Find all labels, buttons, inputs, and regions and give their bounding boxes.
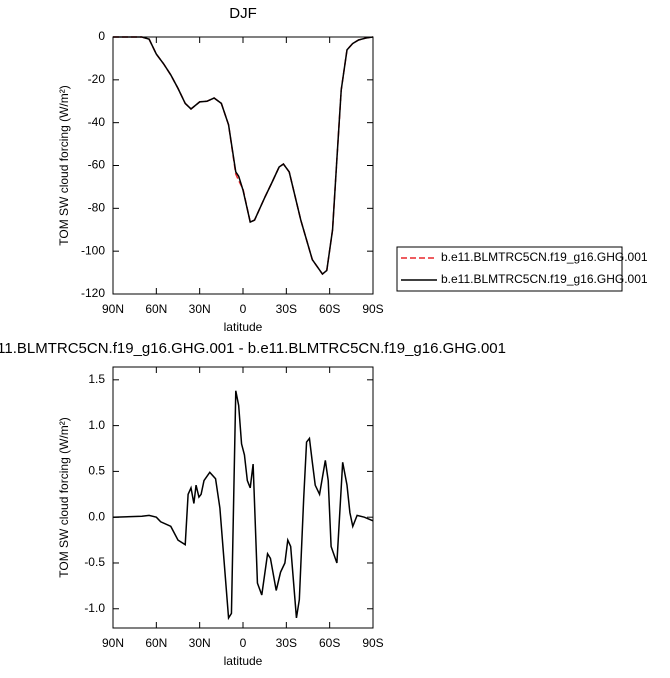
plot-frame [112,36,374,295]
data-line [113,36,374,276]
x-tick-label: 90N [102,636,124,650]
y-axis-label: TOM SW cloud forcing (W/m²) [57,85,71,245]
legend-label: b.e11.BLMTRC5CN.f19_g16.GHG.001 [441,250,648,264]
y-tick-label: 1.5 [88,372,105,386]
y-tick-label: 0.5 [88,464,105,478]
x-tick-label: 30N [189,636,211,650]
y-tick-label: -100 [81,243,105,257]
y-tick-label: -120 [81,286,105,300]
x-tick-label: 90S [362,636,383,650]
chart-title: DJF [229,5,257,22]
x-tick-label: 60S [319,302,340,316]
y-tick-label: -80 [88,201,106,215]
x-tick-label: 60S [319,636,340,650]
x-tick-label: 90S [362,302,383,316]
data-line [112,390,374,621]
chart-title: 11.BLMTRC5CN.f19_g16.GHG.001 - b.e11.BLM… [0,340,506,357]
y-tick-label: -60 [88,158,106,172]
y-tick-label: -1.0 [84,601,105,615]
x-axis-label: latitude [224,320,263,334]
x-tick-label: 30N [189,302,211,316]
y-tick-label: 0 [98,29,105,43]
x-tick-label: 0 [240,636,247,650]
y-axis-label: TOM SW cloud forcing (W/m²) [57,417,71,577]
x-tick-label: 60N [145,636,167,650]
legend-label: b.e11.BLMTRC5CN.f19_g16.GHG.001 [441,272,648,286]
y-tick-label: 1.0 [88,418,105,432]
x-tick-label: 30S [276,302,297,316]
x-tick-label: 0 [240,302,247,316]
y-tick-label: -20 [88,72,106,86]
data-line [113,36,374,276]
y-tick-label: -0.5 [84,555,105,569]
x-axis-label: latitude [224,654,263,668]
y-tick-label: 0.0 [88,509,105,523]
x-tick-label: 60N [145,302,167,316]
legend-box [396,246,623,292]
plot-frame [112,366,374,629]
x-tick-label: 30S [276,636,297,650]
y-tick-label: -40 [88,115,106,129]
x-tick-label: 90N [102,302,124,316]
